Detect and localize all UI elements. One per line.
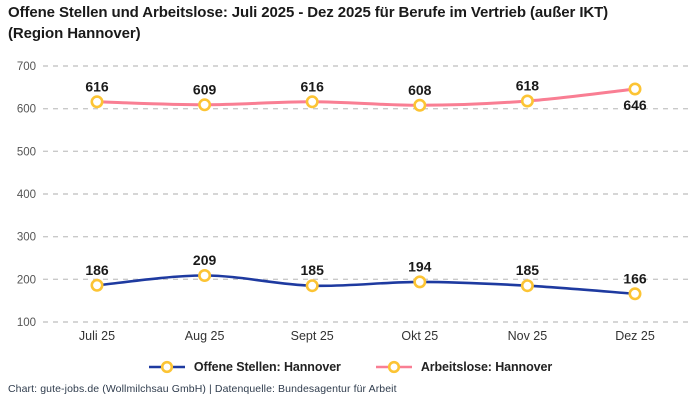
- y-tick-label: 300: [17, 232, 36, 244]
- data-point-label: 185: [516, 262, 540, 278]
- legend-line-marker-icon: [375, 360, 412, 374]
- y-tick-label: 500: [17, 146, 36, 158]
- y-tick-label: 200: [17, 274, 36, 286]
- x-tick-label: Sept 25: [291, 329, 334, 343]
- y-tick-label: 700: [17, 61, 36, 73]
- data-point-marker: [413, 98, 427, 112]
- legend-circle-marker: [387, 360, 400, 374]
- data-point-label: 646: [623, 97, 647, 113]
- y-tick-label: 100: [17, 317, 36, 329]
- data-point-label: 616: [301, 78, 325, 94]
- data-point-label: 194: [408, 258, 432, 274]
- data-point-label: 185: [301, 262, 325, 278]
- data-point-label: 209: [193, 252, 217, 268]
- legend-label-offene-stellen: Offene Stellen: Hannover: [193, 360, 341, 374]
- legend-circle-marker: [160, 360, 173, 374]
- legend-label-arbeitslose: Arbeitslose: Hannover: [420, 360, 553, 374]
- x-tick-label: Dez 25: [615, 329, 655, 343]
- series-line-offene-stellen: [95, 274, 637, 296]
- data-point-label: 616: [85, 78, 109, 94]
- x-tick-label: Aug 25: [185, 329, 225, 343]
- data-point-marker: [520, 94, 534, 108]
- chart-title: Offene Stellen und Arbeitslose: Juli 202…: [8, 4, 609, 42]
- data-point-marker: [305, 95, 319, 109]
- data-point-marker: [628, 287, 642, 301]
- data-point-label: 166: [623, 270, 647, 286]
- data-point-marker: [628, 82, 642, 96]
- legend: Offene Stellen: Hannover Arbeitslose: Ha…: [0, 360, 700, 374]
- chart-credit: Chart: gute-jobs.de (Wollmilchsau GmbH) …: [8, 383, 397, 395]
- legend-line-marker-icon: [148, 360, 185, 374]
- data-point-marker: [198, 98, 212, 112]
- x-tick-label: Nov 25: [508, 329, 548, 343]
- data-point-label: 608: [408, 82, 432, 98]
- x-tick-label: Juli 25: [79, 329, 115, 343]
- data-point-marker: [520, 279, 534, 293]
- data-point-label: 618: [516, 78, 540, 94]
- legend-item-arbeitslose: Arbeitslose: Hannover: [375, 360, 552, 374]
- y-tick-label: 600: [17, 104, 36, 116]
- chart-svg: 100 200 300 400 500 600 700 Juli 25 Aug 25 Sept 2…: [17, 61, 692, 343]
- data-point-label: 186: [85, 262, 109, 278]
- data-point-label: 609: [193, 81, 217, 97]
- legend-item-offene-stellen: Offene Stellen: Hannover: [148, 360, 341, 374]
- data-point-marker: [198, 269, 212, 283]
- y-tick-label: 400: [17, 189, 36, 201]
- x-tick-label: Okt 25: [401, 329, 438, 343]
- data-point-marker: [413, 275, 427, 289]
- data-point-marker: [90, 278, 104, 292]
- data-point-marker: [305, 279, 319, 293]
- series-line-arbeitslose: [95, 87, 637, 107]
- data-point-marker: [90, 95, 104, 109]
